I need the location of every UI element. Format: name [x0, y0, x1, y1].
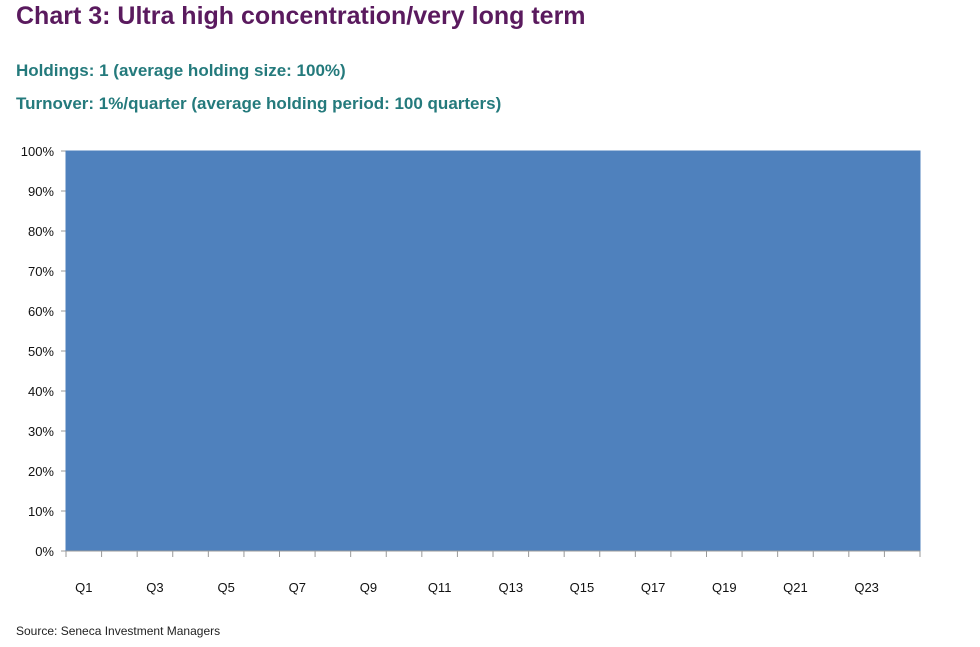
x-tick-label: Q1: [75, 580, 92, 595]
area-chart: 0% 10% 20% 30% 40% 50% 60% 70% 80% 90% 100% Q1 Q3 Q5…: [21, 144, 921, 595]
y-tick-label: 70%: [28, 264, 54, 279]
chart-subtitle-holdings: Holdings: 1 (average holding size: 100%): [16, 61, 346, 80]
chart-subtitle-turnover: Turnover: 1%/quarter (average holding pe…: [16, 94, 502, 113]
x-tick-label: Q5: [217, 580, 234, 595]
x-axis: Q1 Q3 Q5 Q7 Q9 Q11 Q13 Q15 Q17 Q19 Q21 Q23: [65, 550, 921, 595]
plot-area: [65, 150, 921, 552]
area-series: [65, 150, 921, 552]
x-tick-label: Q7: [289, 580, 306, 595]
y-tick-label: 90%: [28, 184, 54, 199]
x-tick-label: Q15: [570, 580, 595, 595]
y-tick-label: 50%: [28, 344, 54, 359]
y-tick-label: 60%: [28, 304, 54, 319]
y-tick-label: 10%: [28, 504, 54, 519]
y-tick-label: 20%: [28, 464, 54, 479]
y-tick-label: 80%: [28, 224, 54, 239]
source-note: Source: Seneca Investment Managers: [16, 624, 221, 638]
y-axis: 0% 10% 20% 30% 40% 50% 60% 70% 80% 90% 100%: [21, 144, 67, 559]
y-tick-label: 0%: [35, 544, 54, 559]
chart-title: Chart 3: Ultra high concentration/very l…: [16, 2, 586, 30]
x-tick-label: Q13: [499, 580, 524, 595]
x-tick-label: Q3: [146, 580, 163, 595]
x-tick-label: Q23: [854, 580, 879, 595]
x-tick-label: Q11: [428, 580, 452, 595]
y-tick-label: 30%: [28, 424, 54, 439]
x-tick-label: Q21: [783, 580, 808, 595]
x-tick-label: Q9: [360, 580, 377, 595]
y-tick-label: 100%: [21, 144, 55, 159]
x-tick-label: Q19: [712, 580, 737, 595]
y-tick-label: 40%: [28, 384, 54, 399]
x-tick-label: Q17: [641, 580, 666, 595]
